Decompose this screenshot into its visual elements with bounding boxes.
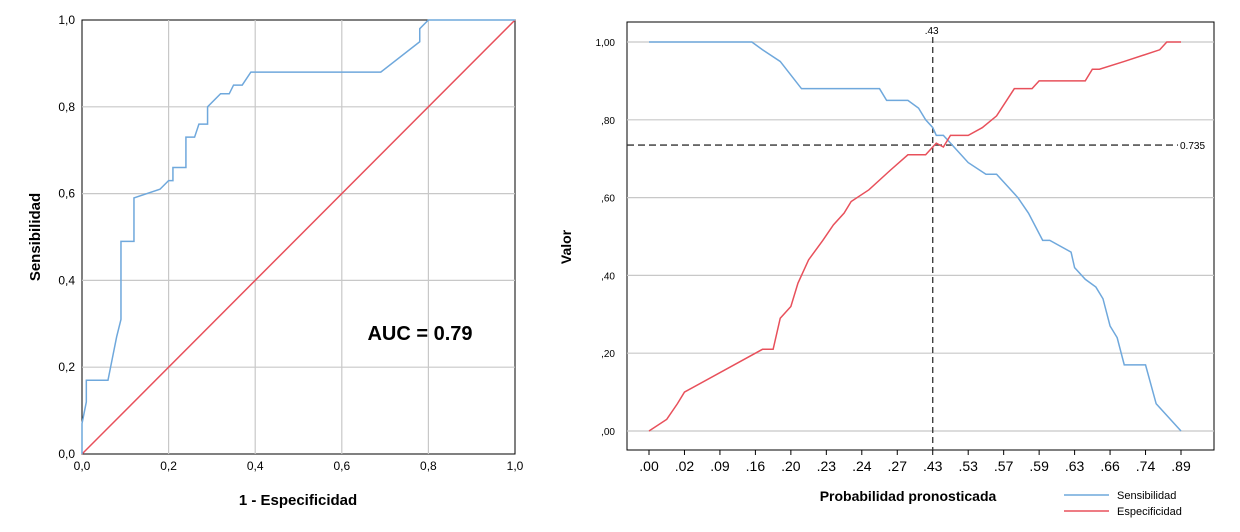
ss-especificidad-line xyxy=(648,41,1181,432)
roc-x-tick-label: 0,2 xyxy=(160,459,177,473)
ss-x-tick-label: .74 xyxy=(1136,458,1156,474)
ss-y-tick-label: ,00 xyxy=(601,427,615,438)
ss-y-ticks: ,00 ,20 ,40 ,60 ,80 1,00 xyxy=(596,38,616,438)
ss-x-tick-label: .63 xyxy=(1065,458,1085,474)
ss-x-ticks: .00 .02 .09 .16 .20 .23 .24 .27 .43 .53 .57 .59 .63.… xyxy=(639,450,1191,474)
roc-y-tick-label: 1,0 xyxy=(58,13,75,27)
ss-x-tick-label: .27 xyxy=(888,458,908,474)
ss-y-tick-label: ,20 xyxy=(601,349,615,360)
auc-annotation: AUC = 0.79 xyxy=(367,323,472,345)
ss-x-tick-label: .43 xyxy=(923,458,943,474)
ss-x-tick-label: .02 xyxy=(675,458,695,474)
ss-x-axis-title: Probabilidad pronosticada xyxy=(820,488,997,504)
roc-y-tick-label: 0,8 xyxy=(58,100,75,114)
ss-sensibilidad-line xyxy=(649,41,1182,432)
ss-x-tick-label: .24 xyxy=(852,458,872,474)
ss-legend: Sensibilidad Especificidad xyxy=(1064,490,1182,518)
roc-y-tick-label: 0,6 xyxy=(58,187,75,201)
roc-y-axis-title: Sensibilidad xyxy=(27,193,44,281)
ss-grid xyxy=(627,41,1214,432)
ss-x-tick-label: .89 xyxy=(1171,458,1191,474)
ss-x-tick-label: .23 xyxy=(817,458,837,474)
ss-x-tick-label: .59 xyxy=(1029,458,1049,474)
roc-x-tick-label: 0,4 xyxy=(247,459,264,473)
ss-x-tick-label: .00 xyxy=(639,458,659,474)
ss-y-tick-label: ,40 xyxy=(601,271,615,282)
roc-y-tick-label: 0,2 xyxy=(58,360,75,374)
ss-y-tick-label: ,60 xyxy=(601,194,615,205)
ss-reference-lines: .43 0.735 xyxy=(627,26,1205,450)
ss-y-tick-label: ,80 xyxy=(601,116,615,127)
ss-horizontal-reference-label: 0.735 xyxy=(1180,141,1205,152)
roc-y-ticks: 0,0 0,2 0,4 0,6 0,8 1,0 xyxy=(58,13,75,461)
roc-x-tick-label: 0,0 xyxy=(74,459,91,473)
roc-x-tick-label: 0,8 xyxy=(420,459,437,473)
legend-label-sensibilidad: Sensibilidad xyxy=(1117,490,1176,502)
ss-y-tick-label: 1,00 xyxy=(596,38,616,49)
sensitivity-specificity-chart: .43 0.735 .00 .02 .09 .16 .20 .23 .24 .27 .43 .53.… xyxy=(558,21,1215,518)
roc-y-tick-label: 0,4 xyxy=(58,273,75,287)
roc-grid xyxy=(82,20,515,454)
ss-x-tick-label: .53 xyxy=(958,458,978,474)
roc-x-tick-label: 0,6 xyxy=(333,459,350,473)
ss-plot-frame xyxy=(626,21,1215,451)
roc-x-tick-label: 1,0 xyxy=(507,459,524,473)
roc-curve-line xyxy=(81,19,515,454)
roc-reference-line xyxy=(81,19,516,455)
ss-y-axis-title: Valor xyxy=(558,229,574,264)
ss-x-tick-label: .16 xyxy=(746,458,766,474)
ss-x-tick-label: .09 xyxy=(710,458,730,474)
ss-x-tick-label: .66 xyxy=(1100,458,1120,474)
ss-x-tick-label: .57 xyxy=(994,458,1014,474)
roc-x-ticks: 0,0 0,2 0,4 0,6 0,8 1,0 xyxy=(74,459,524,473)
roc-chart: 0,0 0,2 0,4 0,6 0,8 1,0 0,0 0,2 0,4 0,6 0,8 1,0 1 … xyxy=(27,13,524,509)
roc-y-tick-label: 0,0 xyxy=(58,447,75,461)
ss-vertical-reference-label: .43 xyxy=(925,26,939,37)
legend-label-especificidad: Especificidad xyxy=(1117,506,1182,518)
roc-lines xyxy=(81,19,516,455)
ss-lines xyxy=(648,41,1182,432)
roc-x-axis-title: 1 - Especificidad xyxy=(239,492,357,509)
ss-x-tick-label: .20 xyxy=(781,458,801,474)
